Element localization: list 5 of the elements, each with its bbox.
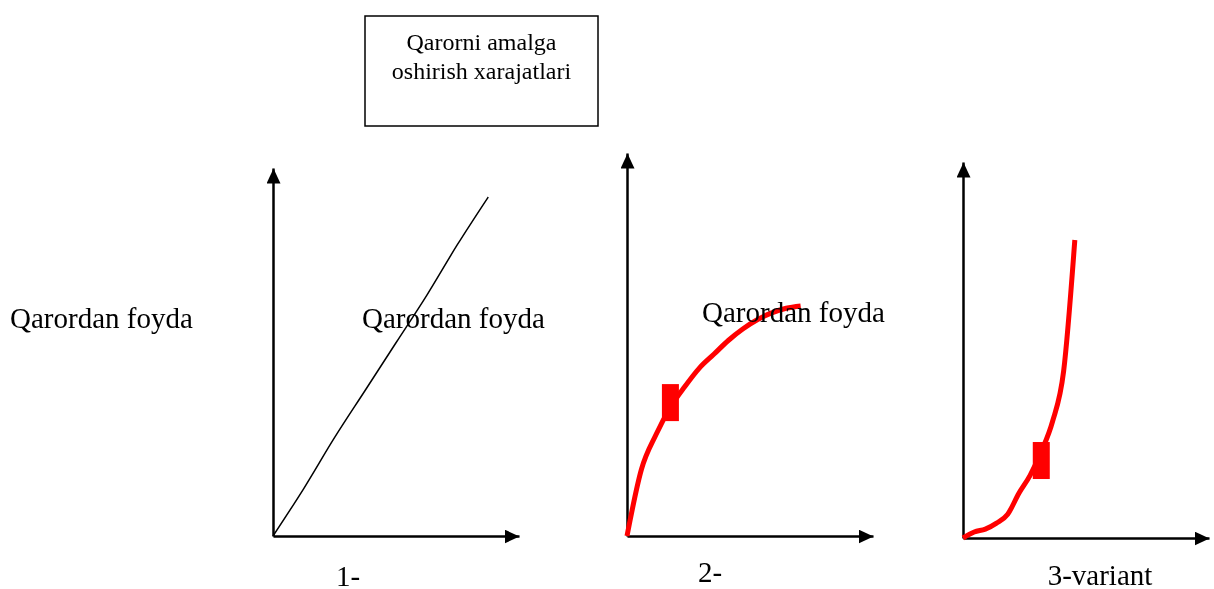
x-axis-title: 2-	[697, 556, 723, 588]
text: Qarorni amalga oshirish xarajatlari	[391, 29, 572, 84]
x-axis-title: 3-variant	[1047, 559, 1153, 589]
x-axis-title: 1-	[335, 560, 361, 589]
y-axis-title: Qarordan foyda	[10, 302, 193, 334]
